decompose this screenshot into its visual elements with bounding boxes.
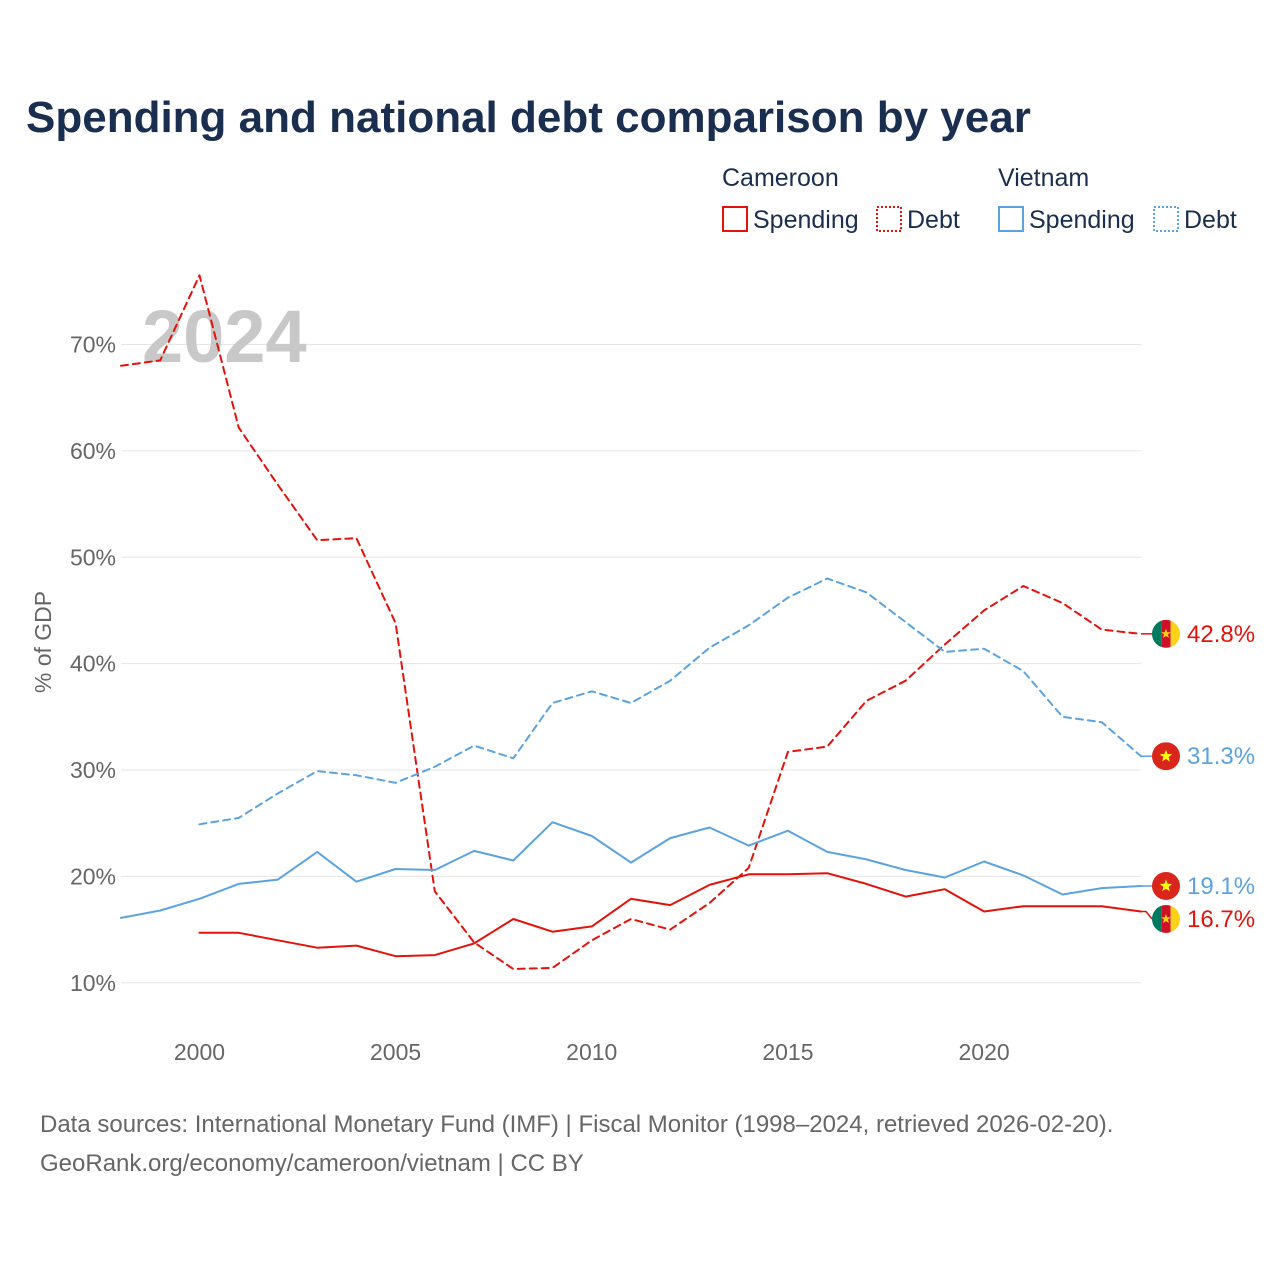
- x-tick-label: 2015: [762, 1039, 813, 1065]
- end-value-label: 16.7%: [1187, 906, 1255, 933]
- vietnam-flag-icon: [1152, 871, 1180, 900]
- legend-label-vietnam-spending: Spending: [1029, 206, 1135, 234]
- legend-swatch-cameroon-debt: [876, 206, 902, 232]
- x-tick-label: 2005: [370, 1039, 421, 1065]
- series-line-cameroon-spending: [198, 872, 1142, 958]
- footer-sources: Data sources: International Monetary Fun…: [40, 1111, 1113, 1138]
- legend-label-cameroon-debt: Debt: [907, 206, 960, 234]
- y-tick-label: 70%: [70, 331, 116, 357]
- y-tick-label: 50%: [70, 544, 116, 570]
- x-tick-label: 2000: [174, 1039, 225, 1065]
- series-line-cameroon-debt: [120, 274, 1142, 970]
- legend-group-vietnam: Vietnam: [998, 164, 1089, 192]
- series-line-vietnam-spending: [120, 821, 1142, 919]
- legend-swatch-vietnam-debt: [1153, 206, 1179, 232]
- flag-star-icon: [1159, 749, 1173, 762]
- end-marker-vietnam-debt: 31.3%: [1141, 742, 1255, 771]
- cameroon-flag-icon: [1152, 619, 1180, 648]
- end-labels: 42.8% 31.3% 19.1% 16.7%: [1141, 619, 1255, 933]
- end-marker-cameroon-debt: 42.8%: [1141, 619, 1255, 648]
- legend-group-cameroon: Cameroon: [722, 164, 839, 192]
- end-value-label: 31.3%: [1187, 743, 1255, 770]
- y-tick-label: 40%: [70, 651, 116, 677]
- x-tick-label: 2010: [566, 1039, 617, 1065]
- y-tick-label: 30%: [70, 757, 116, 783]
- x-axis-ticks: 2000 2005 2010 2015 2020: [174, 1039, 1010, 1065]
- y-tick-label: 20%: [70, 863, 116, 889]
- legend-label-cameroon-spending: Spending: [753, 206, 859, 234]
- series-lines: [120, 274, 1142, 970]
- flag-star-icon: [1159, 879, 1173, 892]
- flag-star-icon: [1161, 628, 1171, 638]
- legend-label-vietnam-debt: Debt: [1184, 206, 1237, 234]
- flag-star-icon: [1161, 913, 1171, 924]
- end-marker-cameroon-spending: 16.7%: [1141, 904, 1255, 933]
- end-value-label: 19.1%: [1187, 873, 1255, 900]
- legend-swatch-cameroon-spending: [722, 206, 748, 232]
- gridlines: [121, 343, 1141, 984]
- vietnam-flag-icon: [1152, 742, 1180, 771]
- y-axis-label: % of GDP: [30, 591, 56, 693]
- series-line-vietnam-debt: [198, 577, 1142, 826]
- y-tick-label: 60%: [70, 438, 116, 464]
- leader-line: [1141, 910, 1153, 920]
- legend: Cameroon Vietnam Spending Debt Spending …: [722, 164, 1237, 234]
- end-value-label: 42.8%: [1187, 621, 1255, 648]
- year-watermark: 2024: [142, 295, 307, 378]
- y-tick-label: 10%: [70, 970, 116, 996]
- end-marker-vietnam-spending: 19.1%: [1141, 871, 1255, 900]
- footer-attribution: GeoRank.org/economy/cameroon/vietnam | C…: [40, 1150, 584, 1177]
- x-tick-label: 2020: [958, 1039, 1009, 1065]
- y-axis-ticks: 10% 20% 30% 40% 50% 60% 70%: [70, 331, 116, 995]
- chart-title: Spending and national debt comparison by…: [26, 93, 1031, 142]
- legend-swatch-vietnam-spending: [998, 206, 1024, 232]
- cameroon-flag-icon: [1152, 904, 1180, 933]
